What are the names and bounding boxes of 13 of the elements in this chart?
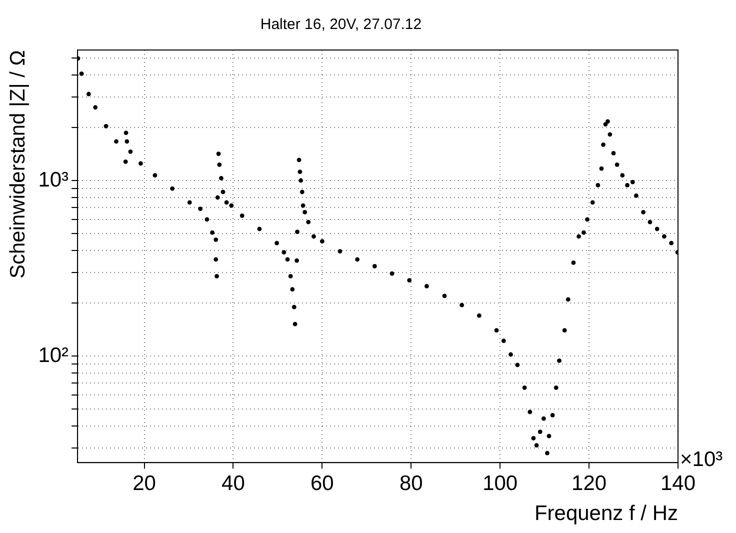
- x-tick-label: 60: [310, 472, 334, 495]
- x-axis-title: Frequenz f / Hz: [534, 502, 678, 526]
- x-tick-label: 120: [572, 472, 607, 495]
- y-tick-label: 10³: [38, 168, 69, 192]
- y-axis-title: Scheinwiderstand |Z| / Ω: [6, 50, 30, 279]
- chart-title: Halter 16, 20V, 27.07.12: [260, 16, 422, 34]
- text: ×10³: [680, 448, 723, 471]
- x-tick-label: 80: [399, 472, 423, 495]
- x-tick-label: 100: [482, 472, 518, 495]
- x-tick-label: 40: [222, 472, 245, 495]
- x-tick-label: 20: [132, 472, 156, 495]
- y-tick-label: 10²: [38, 344, 69, 367]
- x-tick-label: 140: [660, 472, 696, 495]
